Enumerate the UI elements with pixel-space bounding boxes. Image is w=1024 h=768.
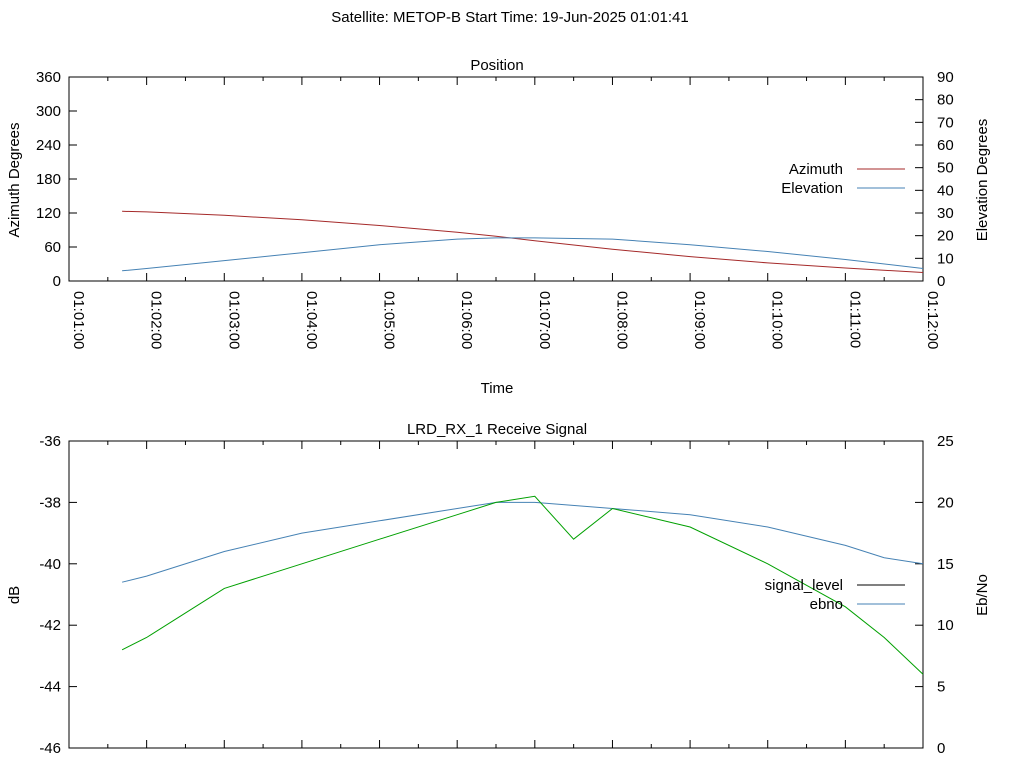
receive-signal-legend: signal_level ebno: [765, 577, 905, 613]
position-left-ytick-label: 120: [36, 205, 61, 222]
receive-signal-right-ytick-label: 0: [937, 740, 945, 757]
position-xtick-label: 01:10:00: [769, 291, 786, 349]
receive-signal-right-ytick-label: 25: [937, 433, 954, 450]
position-series-Elevation: [122, 237, 924, 272]
position-xlabel: Time: [481, 380, 514, 397]
receive-signal-series-ebno: [121, 501, 924, 583]
position-legend: Azimuth Elevation: [781, 161, 905, 197]
receive-signal-plot-frame: [68, 440, 924, 749]
legend-label-elevation: Elevation: [781, 180, 843, 197]
position-right-ytick-label: 50: [937, 160, 954, 177]
receive-signal-series-group: [121, 495, 924, 675]
position-plot-frame: [68, 76, 924, 282]
position-xtick-label: 01:09:00: [691, 291, 708, 349]
receive-signal-right-ytick-label: 15: [937, 556, 954, 573]
receive-signal-chart: LRD_RX_1 Receive Signal -46-44-42-40-38-…: [6, 421, 991, 757]
position-right-ytick-label: 0: [937, 273, 945, 290]
position-chart-title: Position: [470, 57, 523, 74]
position-left-ylabel: Azimuth Degrees: [6, 122, 23, 237]
receive-signal-left-ylabel: dB: [6, 586, 23, 604]
position-xtick-label: 01:06:00: [458, 291, 475, 349]
figure-suptitle: Satellite: METOP-B Start Time: 19-Jun-20…: [331, 9, 688, 26]
legend-label-signal-level: signal_level: [765, 577, 843, 594]
position-xtick-label: 01:04:00: [303, 291, 320, 349]
position-xtick-label: 01:08:00: [613, 291, 630, 349]
position-right-ytick-label: 30: [937, 205, 954, 222]
receive-signal-left-ytick-group: -46 -44 -42 -40 -38 -36: [39, 433, 77, 757]
position-xtick-label: 01:01:00: [70, 291, 87, 349]
receive-signal-right-ytick-label: 10: [937, 617, 954, 634]
position-left-ytick-label: 240: [36, 137, 61, 154]
position-xtick-label: 01:07:00: [536, 291, 553, 349]
position-right-ytick-label: 80: [937, 92, 954, 109]
position-chart: Position 01:01:00 01:02:00 01:03:00 01:04:0…: [6, 57, 991, 397]
receive-signal-left-ytick-label: -44: [39, 679, 61, 696]
position-left-ytick-group: 0 60 120 180 240 300 360: [36, 69, 77, 290]
position-xtick-label: 01:02:00: [148, 291, 165, 349]
position-right-ytick-label: 10: [937, 250, 954, 267]
position-left-ytick-label: 180: [36, 171, 61, 188]
position-xtick-label: 01:05:00: [381, 291, 398, 349]
position-left-ytick-label: 300: [36, 103, 61, 120]
position-right-ytick-label: 90: [937, 69, 954, 86]
position-right-ytick-group: 0 10 20 30 40 50 60 70 80 90: [915, 69, 954, 290]
position-xtick-group: 01:01:00 01:02:00 01:03:00 01:04:00 01:05:00…: [68, 77, 941, 349]
position-xtick-label: 01:12:00: [924, 291, 941, 349]
receive-signal-left-ytick-label: -46: [39, 740, 61, 757]
position-right-ytick-label: 60: [937, 137, 954, 154]
position-series-Azimuth: [122, 210, 924, 273]
position-left-ytick-label: 360: [36, 69, 61, 86]
position-left-ytick-label: 60: [44, 239, 61, 256]
receive-signal-right-ytick-label: 5: [937, 679, 945, 696]
position-right-ytick-label: 20: [937, 228, 954, 245]
position-right-ytick-label: 70: [937, 114, 954, 131]
receive-signal-left-ytick-label: -36: [39, 433, 61, 450]
position-right-ytick-label: 40: [937, 182, 954, 199]
receive-signal-chart-title: LRD_RX_1 Receive Signal: [407, 421, 587, 438]
receive-signal-right-ylabel: Eb/No: [974, 574, 991, 616]
position-left-ytick-label: 0: [53, 273, 61, 290]
receive-signal-series-series-2: [121, 495, 924, 675]
receive-signal-xtick-group: [68, 441, 924, 748]
receive-signal-left-ytick-label: -38: [39, 494, 61, 511]
receive-signal-right-ytick-label: 20: [937, 494, 954, 511]
position-xtick-label: 01:03:00: [225, 291, 242, 349]
position-series-group: [122, 210, 924, 273]
receive-signal-right-ytick-group: 0 5 10 15 20 25: [915, 433, 954, 757]
legend-label-ebno: ebno: [810, 596, 843, 613]
receive-signal-left-ytick-label: -40: [39, 556, 61, 573]
receive-signal-left-ytick-label: -42: [39, 617, 61, 634]
legend-label-azimuth: Azimuth: [789, 161, 843, 178]
position-right-ylabel: Elevation Degrees: [974, 119, 991, 242]
position-xtick-label: 01:11:00: [846, 291, 863, 348]
